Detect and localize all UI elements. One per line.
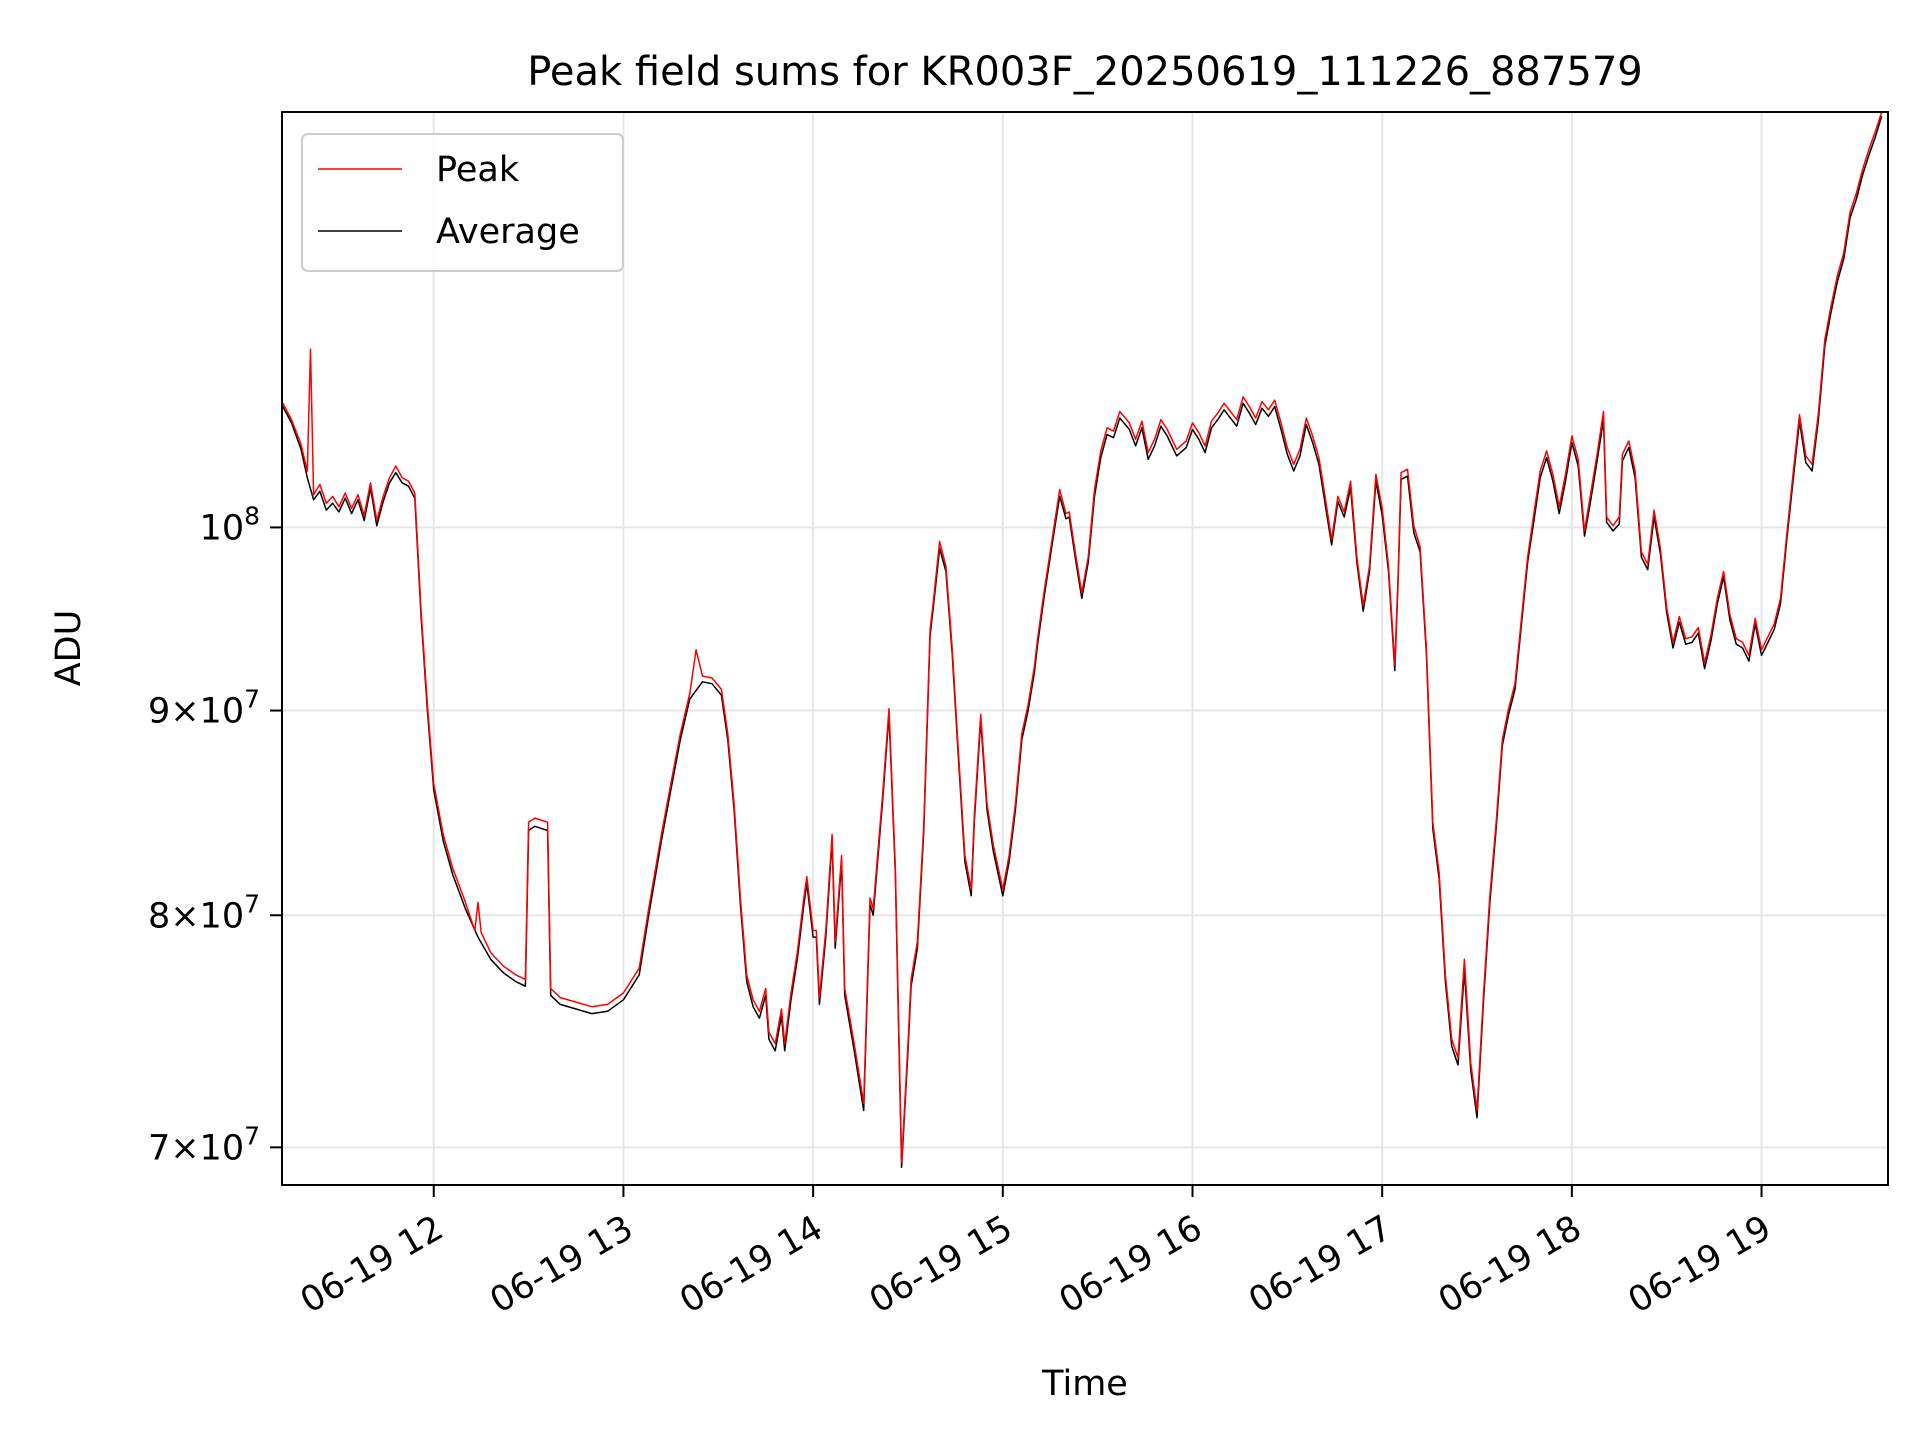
legend-label-peak: Peak — [436, 150, 520, 190]
x-axis-label: Time — [1041, 1364, 1128, 1404]
y-tick-label: 7×107 — [148, 1121, 260, 1168]
y-tick-label: 9×107 — [148, 685, 260, 732]
series-line-average — [282, 115, 1883, 1169]
grid-lines — [282, 112, 1888, 1185]
series-layer — [282, 112, 1883, 1169]
chart-title: Peak field sums for KR003F_20250619_1112… — [527, 49, 1643, 95]
legend: Peak Average — [301, 133, 624, 272]
legend-label-average: Average — [436, 212, 580, 252]
y-tick-label: 8×107 — [148, 889, 260, 936]
y-tick-label: 108 — [200, 501, 260, 548]
series-line-peak — [282, 112, 1883, 1164]
plot-frame — [281, 111, 1889, 1186]
y-axis-label: ADU — [49, 610, 89, 687]
y-axis: 7×107 8×107 9×107 108 — [148, 501, 282, 1168]
